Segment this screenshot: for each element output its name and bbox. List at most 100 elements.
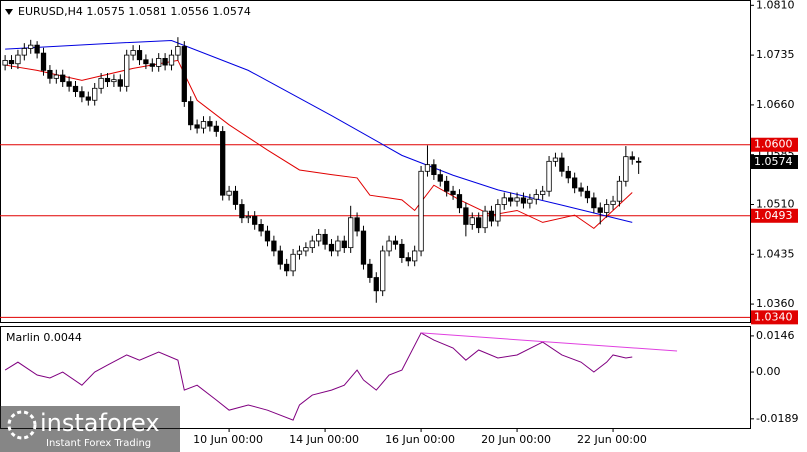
candle-body	[66, 81, 72, 87]
candle-body	[591, 197, 597, 209]
candle-body	[501, 197, 507, 205]
candle-body	[533, 194, 539, 200]
candle-body	[53, 74, 59, 79]
candle-body	[143, 59, 149, 65]
candle-body	[508, 197, 514, 202]
candle-body	[392, 240, 399, 245]
candle-body	[72, 85, 79, 93]
candle-body	[335, 240, 341, 252]
candle-body	[316, 233, 322, 242]
candle-body	[386, 240, 392, 252]
candle-body	[264, 230, 271, 242]
indicator-line	[4, 332, 633, 421]
candle-body	[476, 217, 482, 229]
candle-body	[277, 250, 283, 265]
menu-arrow	[5, 9, 13, 15]
indicator-panel	[0, 326, 751, 429]
candle-body	[444, 180, 450, 192]
x-tick-label: 10 Jun 00:00	[193, 433, 263, 446]
candle-body	[431, 164, 437, 176]
candle-body	[258, 224, 264, 232]
candle-body	[418, 170, 424, 252]
y-tick-label: 0.00	[756, 365, 781, 378]
candle-body	[559, 157, 565, 172]
candle-body	[28, 44, 34, 49]
candle-body	[380, 250, 386, 292]
candle-body	[79, 91, 85, 98]
candle-body	[220, 131, 226, 196]
candle-body	[354, 217, 360, 232]
candle-body	[98, 77, 104, 89]
candle-body	[540, 190, 546, 195]
candle-body	[104, 77, 111, 83]
level-label: 1.0493	[754, 209, 793, 222]
candle-body	[136, 50, 143, 61]
watermark-logo: instaforex Instant Forex Trading	[0, 406, 180, 452]
x-tick-label: 22 Jun 00:00	[577, 433, 647, 446]
candle-body	[399, 243, 405, 259]
candle-body	[527, 198, 533, 204]
candle-body	[514, 197, 520, 202]
candle-body	[341, 240, 347, 249]
candle-body	[149, 63, 155, 67]
candle-body	[213, 125, 219, 132]
candle-body	[348, 217, 354, 249]
candle-body	[437, 174, 443, 182]
candle-body	[482, 210, 488, 229]
y-tick-label: 1.0360	[756, 297, 795, 310]
candle-body	[450, 190, 456, 195]
candle-body	[130, 50, 136, 56]
candle-body	[322, 233, 328, 245]
candle-body	[520, 197, 527, 204]
main-panel	[0, 0, 751, 323]
candle-body	[578, 187, 584, 192]
candle-body	[2, 60, 8, 66]
indicator-line	[421, 332, 678, 352]
candle-body	[162, 58, 168, 66]
candle-body	[623, 156, 629, 182]
candle-body	[629, 156, 635, 160]
candle-body	[188, 101, 194, 126]
candle-body	[226, 190, 232, 196]
candle-body	[21, 48, 27, 56]
candle-body	[456, 194, 463, 209]
candle-body	[15, 54, 21, 65]
candle-body	[636, 160, 642, 163]
watermark-brand: instaforex	[40, 409, 160, 437]
candle-body	[597, 207, 603, 213]
candle-body	[92, 87, 98, 101]
candle-body	[296, 250, 303, 255]
candle-body	[328, 243, 335, 252]
x-tick-label: 14 Jun 00:00	[289, 433, 359, 446]
candle-body	[156, 58, 162, 67]
candle-body	[175, 46, 181, 56]
indicator-title: Marlin 0.0044	[6, 331, 82, 344]
level-label-box	[751, 137, 798, 152]
candle-body	[469, 217, 475, 225]
level-label: 1.0600	[754, 138, 793, 151]
candle-body	[412, 250, 418, 262]
candle-body	[424, 164, 431, 172]
candle-body	[232, 190, 239, 205]
logo-bg	[0, 406, 180, 452]
candle-body	[360, 230, 367, 265]
x-tick-label: 16 Jun 00:00	[385, 433, 455, 446]
logo-icon	[7, 410, 37, 440]
y-tick-label: 1.0510	[756, 197, 795, 210]
candle-body	[604, 204, 610, 213]
candle-body	[284, 263, 290, 272]
candle-body	[194, 124, 200, 129]
candle-body	[488, 210, 495, 222]
candle-body	[200, 121, 207, 129]
candle-body	[367, 263, 373, 278]
chart-title: EURUSD,H4 1.0575 1.0581 1.0556 1.0574	[18, 5, 251, 18]
candle-body	[207, 121, 213, 127]
y-tick-label: 0.0146	[756, 329, 795, 342]
candle-body	[252, 216, 258, 225]
candle-body	[168, 54, 175, 66]
level-label-box	[751, 310, 798, 325]
level-label-box	[751, 208, 798, 223]
y-tick-label: 1.0435	[756, 247, 795, 260]
